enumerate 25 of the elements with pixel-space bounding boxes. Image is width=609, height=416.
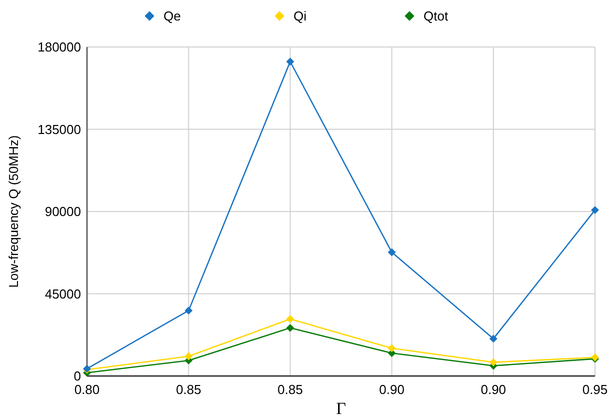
- x-tick-label: 0.80: [74, 382, 100, 397]
- x-tick-label: 0.85: [176, 382, 202, 397]
- y-tick-label: 0: [74, 368, 81, 384]
- point: [489, 358, 498, 366]
- x-tick-label: 0.95: [582, 382, 608, 397]
- point: [286, 324, 294, 332]
- y-axis-title: Low-frequency Q (50MHz): [6, 135, 21, 288]
- y-tick-label: 135000: [38, 122, 81, 137]
- legend-label: Qi: [294, 8, 307, 24]
- x-tick-label: 0.85: [278, 382, 303, 397]
- y-tick-label: 90000: [44, 204, 81, 220]
- legend-label: Qtot: [424, 8, 448, 24]
- point: [489, 334, 498, 343]
- legend-label: Qe: [164, 8, 181, 24]
- point: [286, 58, 294, 66]
- point: [286, 315, 294, 323]
- x-tick-label: 0.90: [480, 382, 506, 397]
- point: [184, 306, 193, 315]
- x-tick-label: 0.90: [379, 382, 404, 397]
- point: [388, 344, 396, 352]
- point: [388, 248, 396, 256]
- point: [184, 352, 193, 360]
- x-axis-title: Γ: [336, 399, 346, 416]
- y-tick-label: 45000: [44, 286, 81, 302]
- y-tick-label: 180000: [38, 40, 81, 55]
